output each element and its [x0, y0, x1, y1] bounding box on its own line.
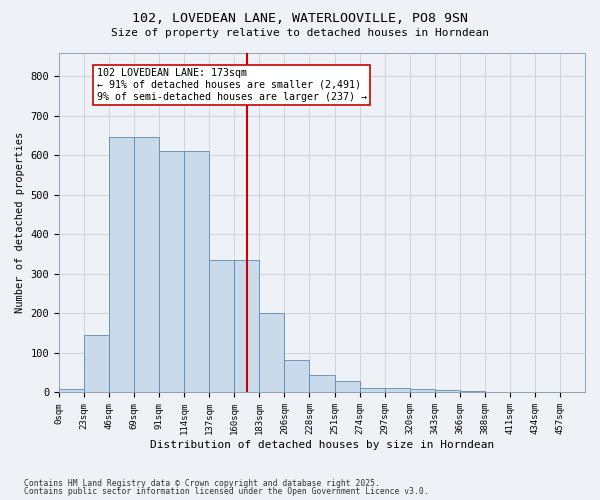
Bar: [335, 382, 359, 392]
Bar: [259, 314, 284, 392]
Text: Contains HM Land Registry data © Crown copyright and database right 2025.: Contains HM Land Registry data © Crown c…: [24, 478, 380, 488]
Bar: [435, 390, 460, 392]
Bar: [159, 152, 184, 392]
Bar: [109, 138, 134, 392]
Bar: [184, 152, 209, 392]
Bar: [410, 390, 435, 392]
X-axis label: Distribution of detached houses by size in Horndean: Distribution of detached houses by size …: [150, 440, 494, 450]
Bar: [59, 390, 84, 392]
Bar: [235, 260, 259, 392]
Bar: [284, 360, 310, 392]
Bar: [84, 335, 109, 392]
Bar: [359, 388, 385, 392]
Bar: [134, 138, 159, 392]
Text: Size of property relative to detached houses in Horndean: Size of property relative to detached ho…: [111, 28, 489, 38]
Text: 102 LOVEDEAN LANE: 173sqm
← 91% of detached houses are smaller (2,491)
9% of sem: 102 LOVEDEAN LANE: 173sqm ← 91% of detac…: [97, 68, 367, 102]
Text: 102, LOVEDEAN LANE, WATERLOOVILLE, PO8 9SN: 102, LOVEDEAN LANE, WATERLOOVILLE, PO8 9…: [132, 12, 468, 26]
Text: Contains public sector information licensed under the Open Government Licence v3: Contains public sector information licen…: [24, 487, 428, 496]
Bar: [310, 374, 335, 392]
Y-axis label: Number of detached properties: Number of detached properties: [15, 132, 25, 313]
Bar: [209, 260, 235, 392]
Bar: [385, 388, 410, 392]
